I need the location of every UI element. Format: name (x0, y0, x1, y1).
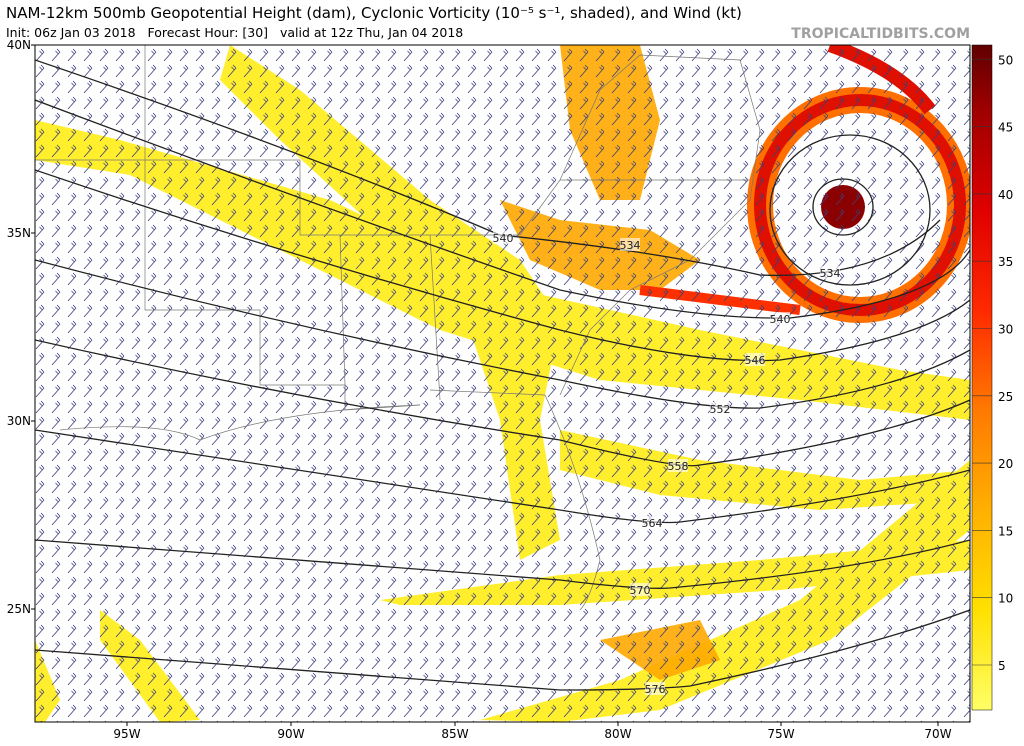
colorbar-label: 35 (998, 255, 1013, 269)
lon-label: 70W (924, 727, 951, 741)
map (35, 45, 970, 722)
contour-label-bg (770, 312, 790, 325)
contour-label: 534 (820, 267, 841, 280)
colorbar-label: 20 (998, 457, 1013, 471)
contour-label: 540 (493, 232, 514, 245)
contour-label-bg (645, 682, 665, 695)
contour-label: 534 (620, 239, 641, 252)
contour-label: 552 (710, 403, 731, 416)
contour-label: 576 (645, 683, 666, 696)
lat-label: 25N (7, 602, 31, 616)
lat-label: 40N (7, 38, 31, 52)
watermark: TROPICALTIDBITS.COM (791, 26, 970, 42)
contour-label-bg (820, 266, 840, 279)
colorbar-label: 30 (998, 323, 1013, 337)
lat-label: 30N (7, 414, 31, 428)
colorbar-label: 40 (998, 188, 1013, 202)
contour-label-bg (710, 402, 730, 415)
contour-label: 564 (642, 517, 663, 530)
contour-label-bg (493, 231, 513, 244)
colorbar-label: 15 (998, 524, 1013, 538)
lon-label: 80W (604, 727, 631, 741)
title: NAM-12km 500mb Geopotential Height (dam)… (6, 4, 742, 22)
lon-label: 85W (441, 727, 468, 741)
contour-label-bg (642, 516, 662, 529)
colorbar-label: 5 (998, 659, 1006, 673)
contour-label: 540 (770, 313, 791, 326)
colorbar-label: 25 (998, 390, 1013, 404)
contour-label-bg (745, 353, 765, 366)
subtitle: Init: 06z Jan 03 2018 Forecast Hour: [30… (6, 25, 463, 40)
contour-label-bg (630, 583, 650, 596)
colorbar-label: 45 (998, 121, 1013, 135)
contour-label-bg (668, 459, 688, 472)
contour-label-bg (620, 238, 640, 251)
lon-label: 75W (767, 727, 794, 741)
lon-label: 95W (113, 727, 140, 741)
lat-label: 35N (7, 226, 31, 240)
contour-label: 546 (745, 354, 766, 367)
lon-label: 90W (277, 727, 304, 741)
contour-label: 570 (630, 584, 651, 597)
contour-label: 558 (668, 460, 689, 473)
colorbar-label: 50 (998, 53, 1013, 67)
colorbar-label: 10 (998, 592, 1013, 606)
